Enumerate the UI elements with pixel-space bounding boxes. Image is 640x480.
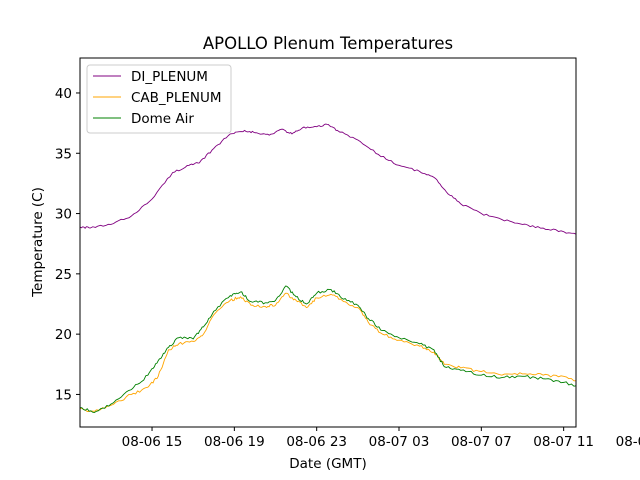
y-tick-label: 40 <box>55 86 72 102</box>
series-layer <box>80 123 576 413</box>
x-axis-label: Date (GMT) <box>289 456 366 472</box>
x-tick-label: 08-07 07 <box>451 434 512 450</box>
x-tick-label: 08-06 23 <box>286 434 347 450</box>
chart-title: APOLLO Plenum Temperatures <box>203 34 453 53</box>
legend-label: Dome Air <box>131 111 194 127</box>
x-tick-label: 08-06 19 <box>204 434 265 450</box>
series-line-cab-plenum <box>80 292 576 412</box>
x-tick-label: 08-07 03 <box>369 434 430 450</box>
x-tick-label: 08-06 15 <box>122 434 183 450</box>
series-line-dome-air <box>80 285 576 413</box>
plot-frame <box>79 57 577 428</box>
x-axis: 08-06 15 08-06 19 08-06 23 08-07 03 08-07 07… <box>122 427 640 450</box>
y-axis-label: Temperature (C) <box>30 187 46 298</box>
x-tick-label: 08-07 11 <box>533 434 594 450</box>
y-tick-label: 30 <box>55 207 72 223</box>
legend: DI_PLENUM CAB_PLENUM Dome Air <box>86 64 232 134</box>
legend-label: CAB_PLENUM <box>131 90 222 106</box>
legend-label: DI_PLENUM <box>131 69 208 85</box>
y-tick-label: 15 <box>55 387 72 403</box>
legend-box <box>86 64 232 134</box>
y-axis: 15 20 25 30 35 40 <box>55 86 80 403</box>
x-tick-label: 08-07 15 <box>616 434 640 450</box>
series-line-di-plenum <box>80 123 576 235</box>
y-tick-label: 25 <box>55 267 72 283</box>
y-tick-label: 20 <box>55 327 72 343</box>
y-tick-label: 35 <box>55 146 72 162</box>
